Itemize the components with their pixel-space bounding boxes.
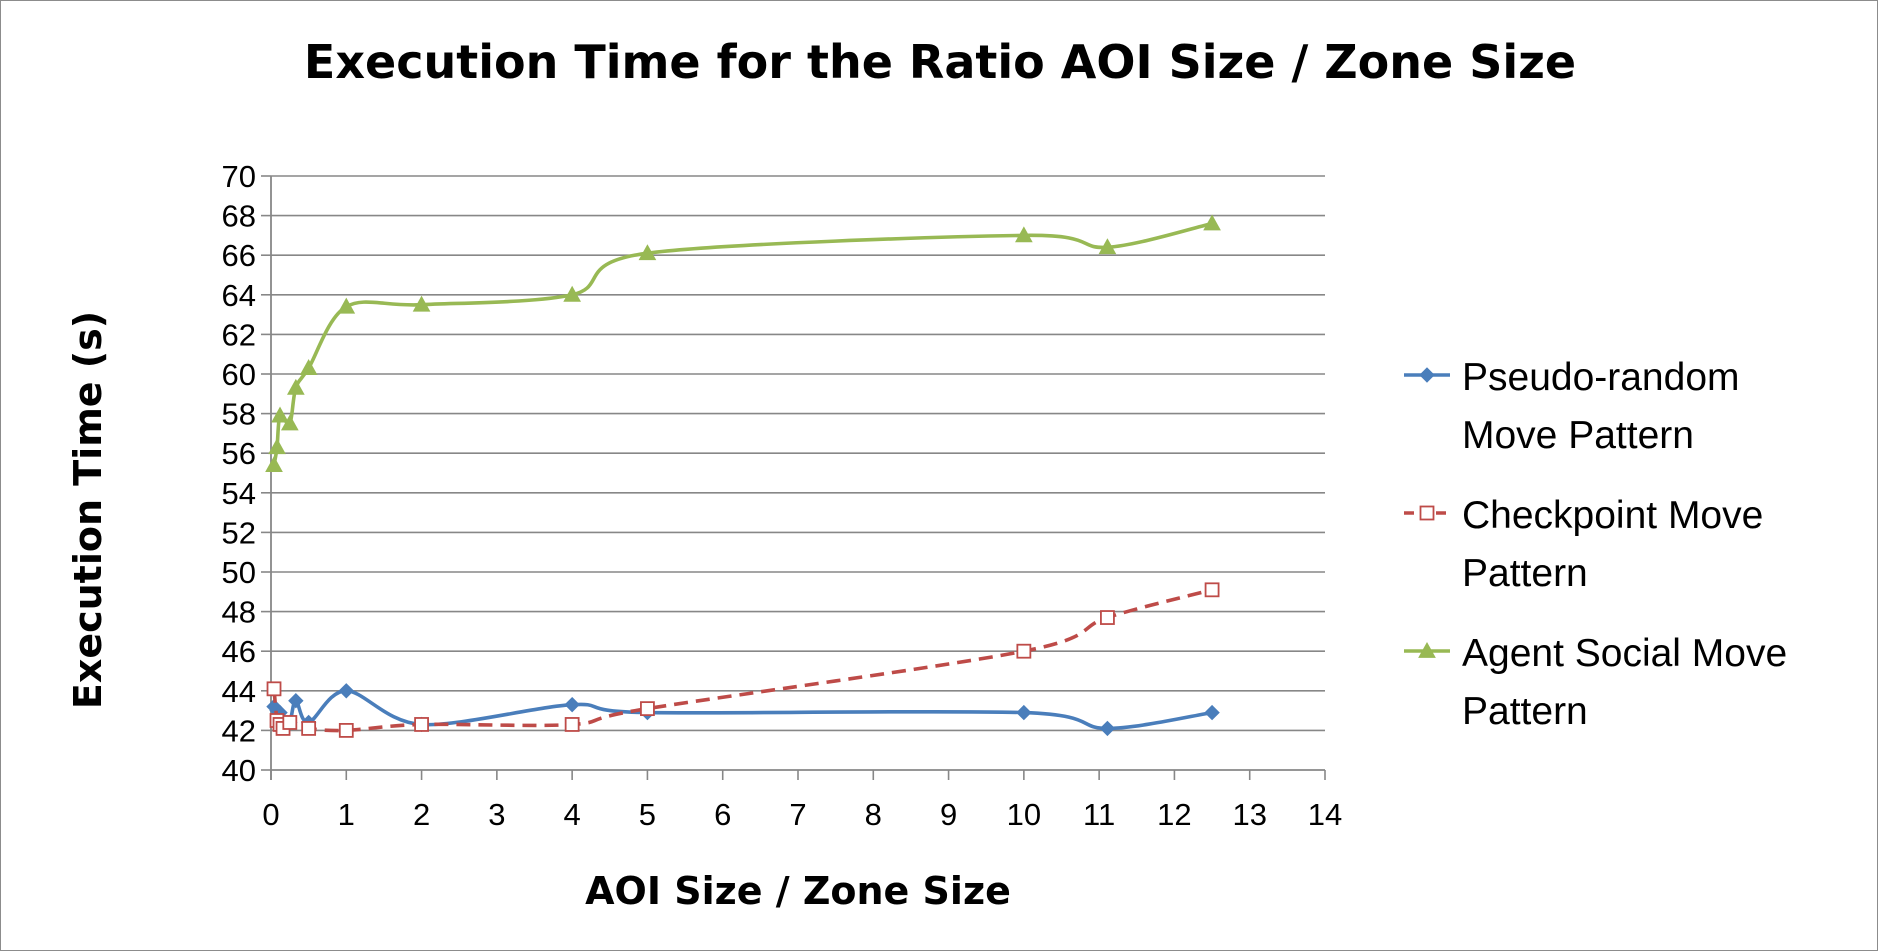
y-tick-label: 42 bbox=[222, 713, 256, 748]
legend-label: Agent Social Move bbox=[1462, 632, 1787, 675]
data-point bbox=[1016, 643, 1032, 659]
legend-label: Checkpoint Move bbox=[1462, 494, 1763, 537]
data-point bbox=[1204, 582, 1220, 598]
y-tick-label: 54 bbox=[222, 476, 256, 511]
x-tick-label: 5 bbox=[639, 797, 656, 832]
data-point bbox=[271, 406, 289, 423]
x-tick-label: 14 bbox=[1308, 797, 1342, 832]
plot-area bbox=[265, 214, 1221, 738]
data-point bbox=[638, 244, 657, 261]
legend-label: Pattern bbox=[1462, 690, 1588, 733]
x-tick-label: 11 bbox=[1083, 797, 1115, 832]
data-point bbox=[564, 696, 580, 713]
data-point bbox=[412, 295, 431, 312]
y-tick-label: 48 bbox=[222, 595, 256, 630]
y-tick-label: 46 bbox=[222, 634, 256, 669]
y-tick-label: 66 bbox=[222, 238, 256, 273]
data-point bbox=[337, 297, 356, 314]
legend-marker bbox=[1418, 641, 1436, 658]
x-axis-title: AOI Size / Zone Size bbox=[585, 869, 1011, 913]
y-tick-label: 52 bbox=[222, 515, 256, 550]
y-tick-label: 50 bbox=[222, 555, 256, 590]
axes bbox=[261, 175, 1326, 780]
x-tick-label: 4 bbox=[564, 797, 581, 832]
data-point bbox=[1099, 720, 1116, 737]
x-tick-label: 12 bbox=[1157, 797, 1191, 832]
x-tick-label: 1 bbox=[338, 797, 355, 832]
legend-item: Agent Social Move Pattern bbox=[1404, 632, 1787, 733]
data-point bbox=[280, 414, 299, 431]
data-point bbox=[1015, 226, 1033, 243]
x-tick-label: 6 bbox=[714, 797, 731, 832]
x-tick-label: 8 bbox=[865, 797, 882, 832]
data-point bbox=[286, 378, 305, 395]
x-tick-label: 2 bbox=[413, 797, 430, 832]
series-line bbox=[272, 588, 1213, 733]
data-point bbox=[564, 717, 580, 732]
data-point bbox=[338, 723, 354, 738]
data-point bbox=[1100, 610, 1115, 625]
legend-item: Checkpoint Move Pattern bbox=[1404, 494, 1763, 595]
data-point bbox=[1203, 214, 1221, 231]
series-line bbox=[272, 221, 1214, 467]
y-tick-label: 64 bbox=[222, 278, 256, 313]
y-tick-label: 60 bbox=[222, 357, 256, 392]
y-tick-label: 70 bbox=[222, 159, 256, 194]
data-point bbox=[268, 438, 286, 455]
data-point bbox=[1098, 238, 1117, 255]
x-tick-label: 10 bbox=[1007, 797, 1041, 832]
y-tick-label: 44 bbox=[222, 674, 256, 709]
legend-label: Pattern bbox=[1462, 552, 1588, 595]
x-tick-label: 7 bbox=[789, 797, 806, 832]
data-point bbox=[288, 692, 304, 709]
data-point bbox=[563, 285, 581, 302]
data-point bbox=[640, 701, 655, 717]
legend: Pseudo-random Move Pattern Checkpoint Move… bbox=[1404, 356, 1787, 733]
y-tick-label: 56 bbox=[222, 436, 256, 471]
legend-marker bbox=[1419, 367, 1435, 383]
y-axis-title: Execution Time (s) bbox=[66, 311, 110, 709]
data-point bbox=[266, 681, 282, 697]
y-tick-label: 62 bbox=[222, 317, 256, 352]
legend-marker bbox=[1419, 505, 1435, 521]
series-3 bbox=[265, 214, 1221, 472]
x-tick-label: 3 bbox=[488, 797, 505, 832]
y-tick-label: 40 bbox=[222, 753, 256, 788]
y-tick-label: 58 bbox=[222, 397, 256, 432]
data-point bbox=[338, 683, 354, 699]
x-tick-label: 13 bbox=[1232, 797, 1266, 832]
chart-title: Execution Time for the Ratio AOI Size / … bbox=[304, 35, 1576, 89]
series-2 bbox=[266, 582, 1220, 738]
legend-label: Pseudo-random bbox=[1462, 356, 1740, 399]
y-tick-label: 68 bbox=[222, 199, 256, 234]
x-tick-label: 0 bbox=[262, 797, 279, 832]
data-point bbox=[282, 715, 298, 730]
data-point bbox=[301, 721, 317, 736]
data-point bbox=[299, 359, 318, 375]
data-point bbox=[1016, 704, 1032, 721]
gridlines bbox=[271, 175, 1325, 732]
data-point bbox=[265, 456, 283, 472]
data-point bbox=[1204, 704, 1220, 721]
data-point bbox=[414, 717, 429, 732]
x-tick-label: 9 bbox=[940, 797, 957, 832]
legend-label: Move Pattern bbox=[1462, 414, 1694, 457]
legend-item: Pseudo-random Move Pattern bbox=[1404, 356, 1740, 457]
